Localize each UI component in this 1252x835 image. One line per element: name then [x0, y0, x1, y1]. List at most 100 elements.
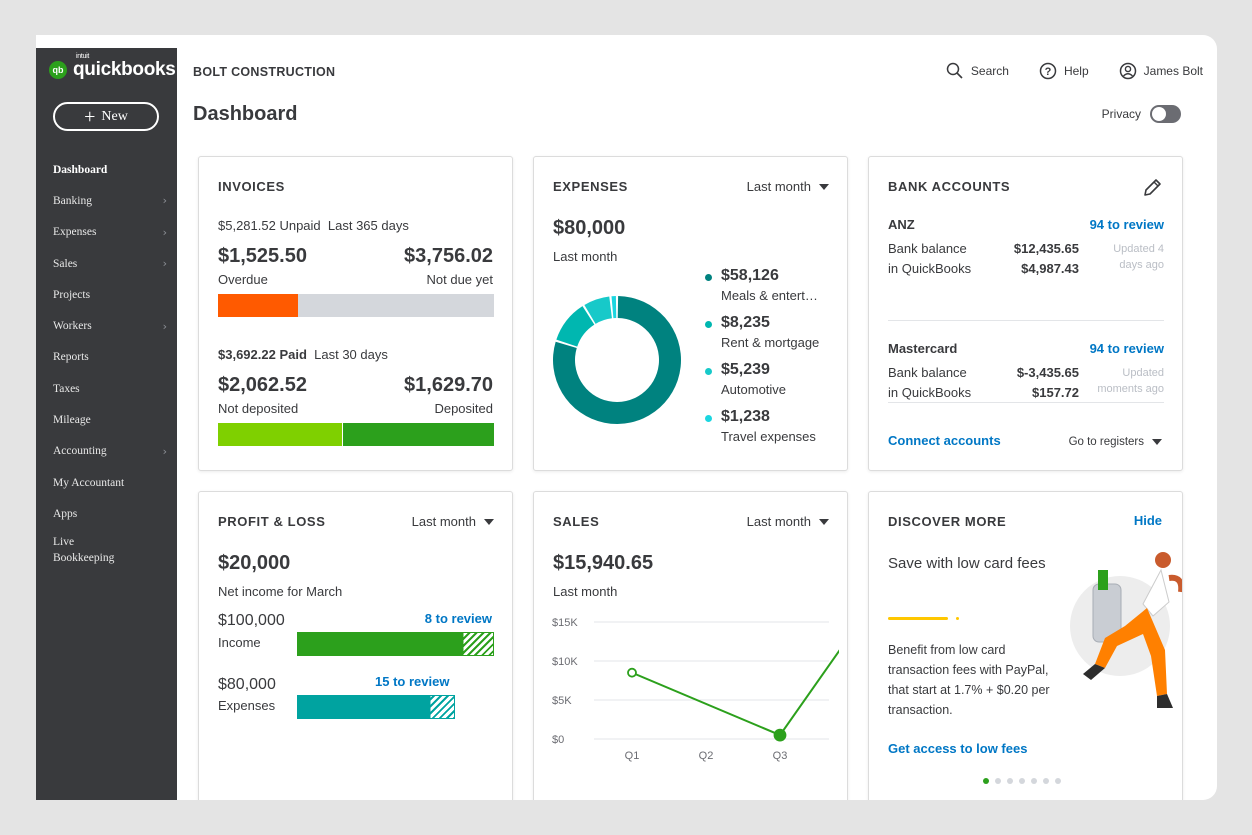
sidebar-item-accounting[interactable]: Accounting ›	[36, 436, 177, 467]
income-review-link[interactable]: 8 to review	[424, 611, 492, 626]
pnl-period-dropdown[interactable]: Last month	[412, 514, 494, 529]
discover-more-card: DISCOVER MORE Hide Save with low card fe…	[868, 491, 1183, 800]
net-income-label: Net income for March	[218, 584, 343, 599]
privacy-toggle[interactable]	[1150, 105, 1181, 123]
sidebar-item-projects[interactable]: Projects	[36, 279, 177, 310]
legend-value: $1,238	[721, 408, 770, 425]
carousel-dot[interactable]	[1031, 778, 1037, 784]
unpaid-summary: $5,281.52 Unpaid Last 365 days	[218, 218, 409, 233]
carousel-dot[interactable]	[995, 778, 1001, 784]
help-button[interactable]: ? Help	[1039, 62, 1089, 80]
sidebar-item-label: Sales	[53, 257, 78, 270]
review-link[interactable]: 94 to review	[1089, 217, 1164, 232]
x-tick-label: Q1	[625, 750, 640, 762]
invoices-card: INVOICES $5,281.52 Unpaid Last 365 days …	[198, 156, 513, 471]
paid-bar[interactable]	[218, 423, 494, 446]
expenses-period-dropdown[interactable]: Last month	[747, 179, 829, 194]
user-name: James Bolt	[1143, 64, 1203, 78]
search-button[interactable]: Search	[946, 62, 1009, 80]
sidebar-item-dashboard[interactable]: Dashboard	[36, 154, 177, 185]
unpaid-bar[interactable]	[218, 294, 494, 317]
carousel-dot[interactable]	[1007, 778, 1013, 784]
get-access-link[interactable]: Get access to low fees	[888, 741, 1028, 756]
sidebar-item-label: Banking	[53, 194, 92, 207]
sidebar-item-workers[interactable]: Workers ›	[36, 310, 177, 341]
go-to-registers-dropdown[interactable]: Go to registers	[1069, 436, 1162, 448]
top-bar: Search ? Help James Bolt	[946, 62, 1203, 80]
y-tick-label: $15K	[552, 617, 578, 629]
quickbooks-logo[interactable]: qb intuit quickbooks	[49, 53, 176, 81]
notdue-bar-segment[interactable]	[298, 294, 494, 317]
donut-slice[interactable]	[556, 306, 595, 347]
legend-label: Rent & mortgage	[721, 335, 820, 350]
bank-accounts-card: BANK ACCOUNTS ANZ 94 to review Bank balanc…	[868, 156, 1183, 471]
updated-note: Updated moments ago	[1097, 367, 1164, 395]
expenses-review-link[interactable]: 15 to review	[375, 674, 450, 689]
expenses-donut-chart[interactable]	[551, 294, 683, 426]
donut-slice[interactable]	[611, 296, 617, 319]
overdue-bar-segment[interactable]	[218, 294, 299, 317]
paid-amount: $3,692.22 Paid	[218, 347, 307, 362]
sidebar-item-label: Workers	[53, 320, 92, 333]
pnl-period-label: Last month	[411, 514, 476, 529]
notdeposited-bar-segment[interactable]	[218, 423, 343, 446]
sales-data-point[interactable]	[627, 667, 637, 678]
legend-dot	[705, 321, 712, 328]
expenses-total-label: Last month	[553, 249, 618, 264]
sidebar-item-expenses[interactable]: Expenses ›	[36, 217, 177, 248]
expense-bar[interactable]	[297, 695, 494, 719]
bank-account[interactable]: ANZ 94 to review Bank balance $12,435.65 in …	[888, 217, 1164, 321]
sidebar-item-my-accountant[interactable]: My Accountant	[36, 467, 177, 498]
chevron-right-icon: ›	[162, 194, 167, 208]
income-bar[interactable]	[297, 632, 494, 656]
deposited-bar-segment[interactable]	[342, 423, 494, 446]
qb-balance-value: $157.72	[1032, 385, 1079, 400]
carousel-dot[interactable]	[1043, 778, 1049, 784]
carousel-dot[interactable]	[1055, 778, 1061, 784]
y-tick-label: $5K	[552, 695, 572, 707]
pencil-icon[interactable]	[1141, 177, 1163, 199]
sidebar-item-apps[interactable]: Apps	[36, 498, 177, 529]
legend-item[interactable]: $1,238 Travel expenses	[705, 408, 835, 455]
legend-item[interactable]: $8,235 Rent & mortgage	[705, 314, 835, 361]
sidebar-item-label: Mileage	[53, 414, 91, 427]
privacy-toggle-group: Privacy	[1102, 105, 1181, 123]
legend-item[interactable]: $58,126 Meals & entert…	[705, 267, 835, 314]
invoices-title: INVOICES	[218, 179, 285, 194]
expenses-title: EXPENSES	[553, 179, 628, 194]
connect-accounts-link[interactable]: Connect accounts	[888, 433, 1001, 448]
company-name: BOLT CONSTRUCTION	[193, 65, 336, 79]
carousel-dot[interactable]	[983, 778, 989, 784]
legend-item[interactable]: $5,239 Automotive	[705, 361, 835, 408]
review-link[interactable]: 94 to review	[1089, 341, 1164, 356]
carousel-dot[interactable]	[1019, 778, 1025, 784]
sidebar-item-live-bookkeeping[interactable]: Live Bookkeeping	[36, 530, 177, 570]
donut-slice[interactable]	[584, 296, 612, 324]
sidebar-item-banking[interactable]: Banking ›	[36, 185, 177, 216]
help-icon: ?	[1039, 62, 1057, 80]
sales-period-dropdown[interactable]: Last month	[747, 514, 829, 529]
carousel-dots	[983, 778, 1061, 784]
income-value: $100,000	[218, 612, 285, 629]
hide-link[interactable]: Hide	[1133, 513, 1162, 528]
sidebar-item-label: Projects	[53, 288, 91, 301]
sales-period-label: Last month	[746, 514, 811, 529]
unpaid-period: Last 365 days	[327, 218, 409, 233]
sidebar-item-taxes[interactable]: Taxes	[36, 373, 177, 404]
bank-account[interactable]: Mastercard 94 to review Bank balance $-3,43…	[888, 321, 1164, 425]
donut-slice[interactable]	[553, 296, 681, 424]
sidebar-item-sales[interactable]: Sales ›	[36, 248, 177, 279]
sales-line-chart[interactable]: $15K$10K$5K$0Q1Q2Q3Q4	[544, 610, 839, 770]
x-tick-label: Q2	[699, 750, 714, 762]
sidebar-item-reports[interactable]: Reports	[36, 342, 177, 373]
profit-loss-card: PROFIT & LOSS Last month $20,000 Net inc…	[198, 491, 513, 800]
x-tick-label: Q3	[773, 750, 788, 762]
user-menu[interactable]: James Bolt	[1119, 62, 1203, 80]
sales-data-point[interactable]	[773, 728, 787, 742]
discover-title: DISCOVER MORE	[888, 514, 1007, 529]
new-button[interactable]: + New	[53, 102, 159, 131]
privacy-label: Privacy	[1101, 107, 1141, 121]
sidebar-item-mileage[interactable]: Mileage	[36, 404, 177, 435]
expenses-total: $80,000	[553, 217, 626, 239]
go-to-registers-label: Go to registers	[1068, 436, 1144, 448]
